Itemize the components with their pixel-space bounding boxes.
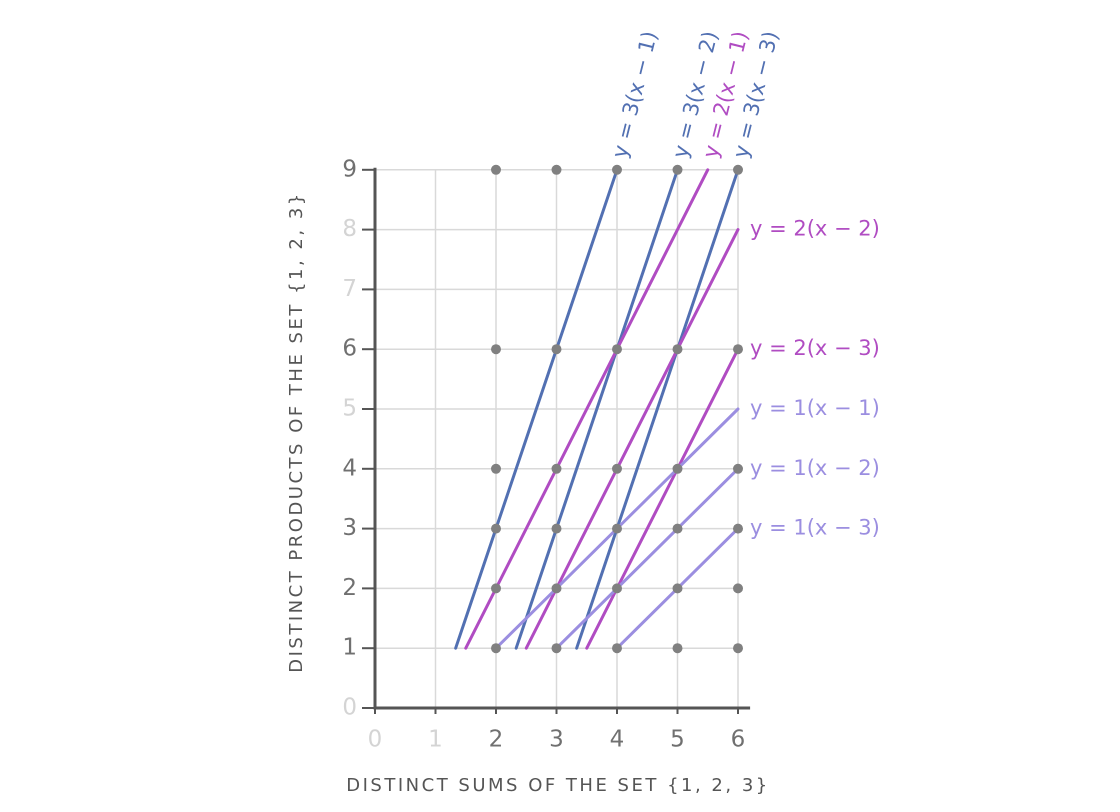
point <box>491 463 501 474</box>
x-tick-label: 2 <box>489 727 504 753</box>
x-tick-label: 1 <box>428 727 443 753</box>
point <box>733 463 743 474</box>
y-tick-label: 6 <box>342 336 357 362</box>
plot <box>491 164 743 654</box>
y-axis-title: DISTINCT PRODUCTS OF THE SET {1, 2, 3} <box>286 191 307 672</box>
point <box>551 344 562 355</box>
point <box>491 164 501 175</box>
point <box>733 164 743 175</box>
point <box>733 344 743 355</box>
line-label: y = 1(x − 3) <box>750 516 880 540</box>
point <box>672 643 683 654</box>
y-tick-label: 5 <box>342 396 357 422</box>
point <box>491 583 501 594</box>
point <box>612 523 622 534</box>
x-tick-label: 0 <box>368 727 383 753</box>
y-tick-label: 0 <box>342 695 357 721</box>
x-tick-label: 4 <box>610 727 625 753</box>
point <box>733 643 743 654</box>
fit-line <box>555 467 740 650</box>
point <box>551 523 562 534</box>
point <box>733 523 743 534</box>
y-tick-label: 3 <box>342 515 357 541</box>
line-label: y = 3(x − 1) <box>607 29 662 161</box>
line-label: y = 2(x − 3) <box>750 336 880 360</box>
point <box>491 523 501 534</box>
y-tick-label: 4 <box>342 455 357 481</box>
y-tick-label: 8 <box>342 216 357 242</box>
x-tick-label: 5 <box>670 727 685 753</box>
point <box>491 643 501 654</box>
point <box>733 583 743 594</box>
point <box>672 583 683 594</box>
point <box>612 583 622 594</box>
point <box>612 344 622 355</box>
point <box>612 463 622 474</box>
point <box>551 583 562 594</box>
point <box>612 164 622 175</box>
point <box>551 643 562 654</box>
fit-line <box>514 168 679 650</box>
point <box>672 523 683 534</box>
point <box>612 643 622 654</box>
y-tick-label: 2 <box>342 575 357 601</box>
y-tick-label: 7 <box>342 276 357 302</box>
line-label: y = 2(x − 2) <box>750 217 880 241</box>
point <box>491 344 501 355</box>
point <box>551 164 562 175</box>
fit-line <box>585 347 740 650</box>
line-label: y = 1(x − 1) <box>750 396 880 420</box>
point <box>672 164 683 175</box>
point <box>672 463 683 474</box>
y-tick-label: 9 <box>342 156 357 182</box>
fit-line <box>524 228 740 650</box>
fit-line <box>454 168 619 650</box>
x-tick-label: 6 <box>731 727 746 753</box>
fit-line <box>464 168 710 650</box>
x-axis-title: DISTINCT SUMS OF THE SET {1, 2, 3} <box>346 775 769 796</box>
grid <box>362 168 739 714</box>
fit-line <box>575 168 740 650</box>
point <box>551 463 562 474</box>
y-tick-label: 1 <box>342 635 357 661</box>
point <box>672 344 683 355</box>
x-tick-label: 3 <box>549 727 564 753</box>
line-label: y = 1(x − 2) <box>750 456 880 480</box>
